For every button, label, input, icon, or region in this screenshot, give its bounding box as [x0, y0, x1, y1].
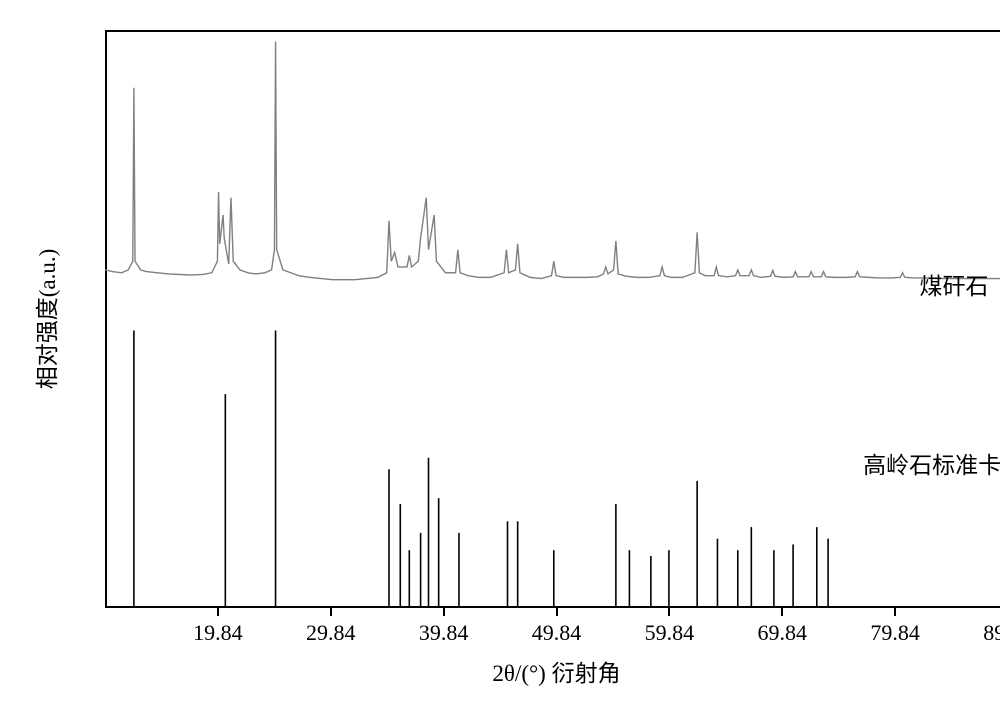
x-tick-mark — [330, 608, 332, 616]
x-tick-label: 39.84 — [419, 620, 469, 646]
y-axis-label: 相对强度(a.u.) — [28, 249, 62, 390]
x-tick-label: 59.84 — [645, 620, 695, 646]
x-tick-mark — [894, 608, 896, 616]
plot-svg — [105, 30, 1000, 608]
x-tick-mark — [217, 608, 219, 616]
x-tick-mark — [668, 608, 670, 616]
x-tick-label: 79.84 — [870, 620, 920, 646]
x-tick-label: 89.84 — [983, 620, 1000, 646]
reference-label: 高岭石标准卡片 — [863, 446, 1000, 480]
x-tick-mark — [781, 608, 783, 616]
spectrum-label: 煤矸石 — [920, 267, 989, 301]
x-tick-label: 69.84 — [758, 620, 808, 646]
x-tick-label: 19.84 — [193, 620, 243, 646]
spectrum-line — [105, 42, 1000, 280]
x-tick-mark — [443, 608, 445, 616]
x-tick-mark — [556, 608, 558, 616]
x-tick-label: 49.84 — [532, 620, 582, 646]
x-tick-label: 29.84 — [306, 620, 356, 646]
xrd-chart: 相对强度(a.u.) 2θ/(°) 衍射角 煤矸石 高岭石标准卡片 19.842… — [20, 20, 1000, 703]
